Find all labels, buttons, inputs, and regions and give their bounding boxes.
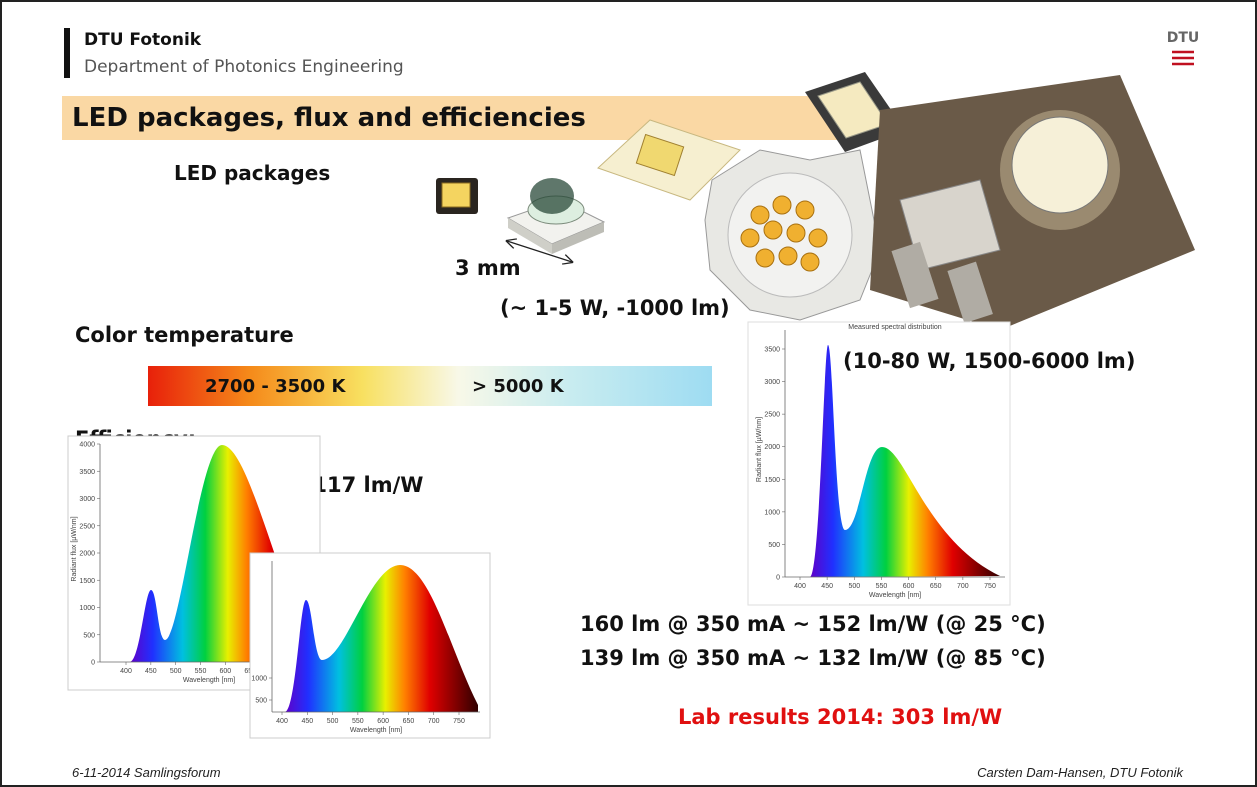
x-tick-label: 450 [145, 668, 157, 675]
x-tick-label: 400 [120, 668, 132, 675]
y-tick-label: 2500 [79, 523, 95, 530]
y-tick-label: 3000 [764, 379, 780, 386]
x-tick-label: 500 [327, 718, 339, 725]
small-power: (~ 1-5 W, -1000 lm) [500, 296, 730, 320]
y-tick-label: 3500 [79, 469, 95, 476]
x-tick-label: 750 [453, 718, 465, 725]
spectrum-plot: 400 450 500 550 600 650 700 750 500 1000 Wavelengt… [250, 553, 490, 738]
x-tick-label: 400 [276, 718, 288, 725]
y-tick-label: 1500 [764, 477, 780, 484]
packages-heading: LED packages [174, 161, 330, 185]
y-axis-label: Radiant flux [µW/nm] [756, 417, 763, 482]
logo-text: DTU [1167, 30, 1200, 46]
x-tick-label: 750 [984, 583, 996, 590]
x-tick-label: 500 [170, 668, 182, 675]
y-tick-label: 2000 [79, 551, 95, 558]
x-tick-label: 600 [377, 718, 389, 725]
y-tick-label: 500 [768, 542, 780, 549]
ct-warm: 2700 - 3500 K [205, 376, 346, 397]
result-line: 139 lm @ 350 mA ~ 132 lm/W (@ 85 °C) [580, 646, 1046, 670]
ct-heading: Color temperature [75, 323, 294, 347]
x-tick-label: 550 [352, 718, 364, 725]
x-tick-label: 400 [794, 583, 806, 590]
header-bar [64, 28, 70, 78]
result-line: 160 lm @ 350 mA ~ 152 lm/W (@ 25 °C) [580, 612, 1046, 636]
plot-title: Measured spectral distribution [848, 324, 941, 331]
x-tick-label: 650 [930, 583, 942, 590]
logo-mark [1172, 52, 1194, 64]
x-tick-label: 700 [428, 718, 440, 725]
x-tick-label: 700 [957, 583, 969, 590]
x-tick-label: 550 [876, 583, 888, 590]
y-tick-label: 0 [91, 660, 95, 667]
y-tick-label: 1500 [79, 578, 95, 585]
y-axis-label: Radiant flux [µW/nm] [71, 516, 78, 581]
x-tick-label: 600 [903, 583, 915, 590]
x-tick-label: 600 [219, 668, 231, 675]
y-tick-label: 500 [255, 698, 267, 705]
size-label: 3 mm [455, 256, 521, 280]
y-tick-label: 500 [83, 632, 95, 639]
x-tick-label: 550 [195, 668, 207, 675]
lab-result: Lab results 2014: 303 lm/W [678, 705, 1002, 729]
y-tick-label: 2500 [764, 412, 780, 419]
x-tick-label: 450 [821, 583, 833, 590]
y-tick-label: 3500 [764, 347, 780, 354]
x-tick-label: 500 [848, 583, 860, 590]
slide: DTU Fotonik Department of Photonics Engi… [0, 0, 1257, 787]
ct-cool: > 5000 K [472, 376, 565, 397]
y-tick-label: 3000 [79, 496, 95, 503]
x-axis-label: Wavelength [nm] [869, 592, 921, 599]
x-tick-label: 450 [301, 718, 313, 725]
slide-title: LED packages, flux and efficiencies [72, 103, 586, 133]
dept-name: Department of Photonics Engineering [84, 57, 404, 77]
y-tick-label: 1000 [79, 605, 95, 612]
y-tick-label: 0 [776, 575, 780, 582]
footer-date: 6-11-2014 Samlingsforum [72, 765, 221, 780]
y-tick-label: 1000 [764, 509, 780, 516]
large-power: (10-80 W, 1500-6000 lm) [843, 349, 1135, 373]
y-tick-label: 4000 [79, 442, 95, 449]
y-tick-label: 2000 [764, 444, 780, 451]
org-name: DTU Fotonik [84, 30, 202, 50]
footer-author: Carsten Dam-Hansen, DTU Fotonik [977, 765, 1184, 780]
x-tick-label: 650 [403, 718, 415, 725]
x-axis-label: Wavelength [nm] [350, 727, 402, 734]
x-axis-label: Wavelength [nm] [183, 677, 235, 684]
y-tick-label: 1000 [251, 676, 267, 683]
